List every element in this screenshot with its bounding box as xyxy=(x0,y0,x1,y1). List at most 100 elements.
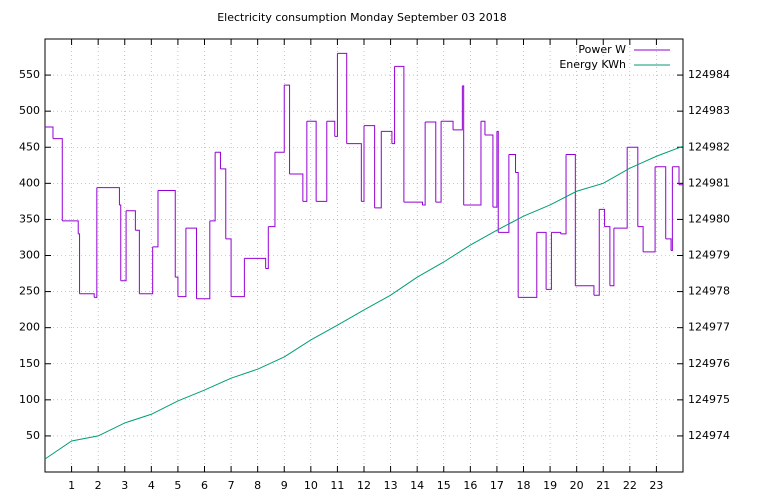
y2-tick-label: 124983 xyxy=(688,104,730,117)
x-tick-label: 9 xyxy=(281,479,288,492)
y-tick-label: 550 xyxy=(19,68,40,81)
power-step xyxy=(643,166,656,253)
x-tick-label: 19 xyxy=(543,479,557,492)
x-tick-label: 4 xyxy=(148,479,155,492)
power-step xyxy=(316,121,328,202)
power-step xyxy=(152,190,159,248)
power-step xyxy=(364,125,376,208)
power-step xyxy=(326,120,336,137)
power-step xyxy=(403,201,423,205)
y-tick-label: 300 xyxy=(19,249,40,262)
power-step xyxy=(391,66,396,145)
y2-tick-label: 124975 xyxy=(688,393,730,406)
power-step xyxy=(244,257,267,269)
y2-tick-label: 124981 xyxy=(688,176,730,189)
power-step xyxy=(599,208,606,227)
power-step xyxy=(361,125,365,202)
power-step xyxy=(665,238,672,251)
power-step xyxy=(536,231,547,290)
x-tick-label: 23 xyxy=(649,479,663,492)
power-step xyxy=(627,146,639,227)
power-step xyxy=(496,130,499,233)
power-step xyxy=(381,130,393,144)
power-step xyxy=(302,121,308,202)
power-step xyxy=(119,204,122,281)
y-tick-label: 500 xyxy=(19,104,40,117)
power-step xyxy=(394,65,405,203)
x-tick-label: 2 xyxy=(95,479,102,492)
power-step xyxy=(185,227,198,299)
power-step xyxy=(671,166,673,251)
power-step xyxy=(94,187,98,298)
x-tick-label: 16 xyxy=(463,479,477,492)
power-step xyxy=(613,147,628,229)
x-tick-label: 14 xyxy=(410,479,424,492)
power-step xyxy=(575,285,595,296)
power-step xyxy=(374,131,382,209)
power-step xyxy=(334,53,338,137)
y-tick-label: 400 xyxy=(19,176,40,189)
power-step xyxy=(518,232,538,298)
power-step xyxy=(284,84,291,174)
y2-tick-label: 124980 xyxy=(688,212,730,225)
y-tick-label: 200 xyxy=(19,321,40,334)
power-step xyxy=(177,228,187,298)
power-step xyxy=(265,226,269,269)
legend-label: Power W xyxy=(578,43,626,56)
x-tick-label: 7 xyxy=(228,479,235,492)
power-step xyxy=(441,120,454,130)
x-tick-label: 18 xyxy=(517,479,531,492)
power-step xyxy=(96,187,120,205)
power-step xyxy=(135,229,140,294)
y2-tick-label: 124978 xyxy=(688,285,730,298)
y-tick-label: 350 xyxy=(19,212,40,225)
power-step xyxy=(52,138,63,221)
energy-line xyxy=(44,145,684,460)
y-tick-label: 450 xyxy=(19,140,40,153)
power-step xyxy=(215,151,221,169)
power-step xyxy=(672,166,680,185)
power-step xyxy=(593,209,600,296)
power-step xyxy=(274,85,285,153)
power-step xyxy=(560,154,567,235)
power-step xyxy=(78,233,81,294)
power-step xyxy=(515,172,519,298)
y2-tick-label: 124982 xyxy=(688,140,730,153)
x-tick-label: 21 xyxy=(596,479,610,492)
legend-label: Energy KWh xyxy=(559,58,626,71)
power-step xyxy=(79,293,95,298)
power-step xyxy=(655,166,667,239)
power-step xyxy=(62,220,79,234)
power-step xyxy=(508,153,517,173)
power-step xyxy=(492,131,498,208)
x-tick-label: 10 xyxy=(304,479,318,492)
power-step xyxy=(484,134,494,208)
x-tick-label: 11 xyxy=(330,479,344,492)
power-step xyxy=(157,190,176,278)
power-step xyxy=(209,152,216,222)
y2-tick-label: 124977 xyxy=(688,321,730,334)
power-step xyxy=(196,220,211,300)
x-tick-label: 6 xyxy=(201,479,208,492)
power-step xyxy=(453,85,463,131)
power-step xyxy=(306,120,317,202)
x-tick-label: 1 xyxy=(68,479,75,492)
x-tick-label: 12 xyxy=(357,479,371,492)
y2-tick-label: 124974 xyxy=(688,429,730,442)
power-step xyxy=(289,173,304,202)
power-step xyxy=(604,226,611,286)
x-tick-label: 3 xyxy=(121,479,128,492)
power-step xyxy=(480,120,486,135)
y-tick-label: 100 xyxy=(19,393,40,406)
power-step xyxy=(175,276,179,297)
power-step xyxy=(422,121,426,206)
y2-tick-label: 124984 xyxy=(688,68,730,81)
x-tick-label: 22 xyxy=(623,479,637,492)
power-step xyxy=(609,228,615,287)
x-tick-label: 15 xyxy=(437,479,451,492)
power-step xyxy=(435,121,442,203)
power-step xyxy=(498,154,510,233)
power-step xyxy=(268,152,276,228)
x-tick-label: 8 xyxy=(254,479,261,492)
